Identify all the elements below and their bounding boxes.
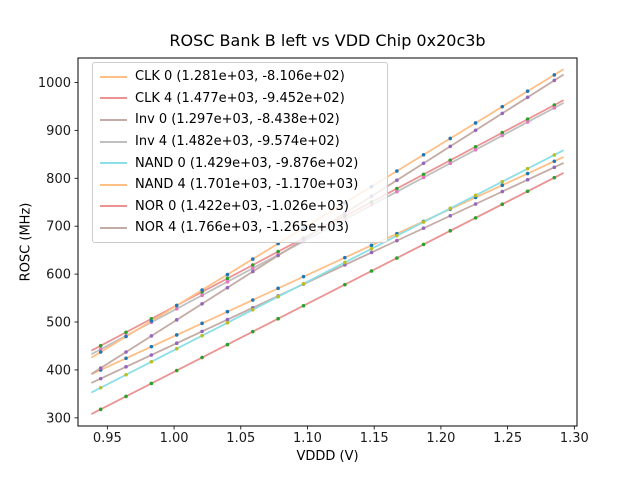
svg-text:1.00: 1.00 xyxy=(160,431,189,446)
legend-label: NAND 4 (1.701e+03, -1.170e+03) xyxy=(135,177,359,193)
legend-item: NOR 4 (1.766e+03, -1.265e+03) xyxy=(100,217,381,239)
svg-text:1.25: 1.25 xyxy=(493,431,522,446)
legend-item: CLK 4 (1.477e+03, -9.452e+02) xyxy=(100,88,381,110)
legend-label: NOR 0 (1.422e+03, -1.026e+03) xyxy=(135,198,349,214)
x-axis-label: VDDD (V) xyxy=(296,449,359,464)
legend-item: CLK 0 (1.281e+03, -8.106e+02) xyxy=(100,66,381,88)
svg-text:300: 300 xyxy=(46,411,71,426)
legend-line-swatch xyxy=(100,118,127,121)
legend-label: NOR 4 (1.766e+03, -1.265e+03) xyxy=(135,220,349,236)
legend-item: Inv 4 (1.482e+03, -9.574e+02) xyxy=(100,131,381,153)
legend-line-swatch xyxy=(100,205,127,208)
svg-text:900: 900 xyxy=(46,124,71,139)
legend-label: Inv 4 (1.482e+03, -9.574e+02) xyxy=(135,134,340,150)
legend-line-swatch xyxy=(100,183,127,186)
legend-line-swatch xyxy=(100,75,127,78)
svg-text:1.30: 1.30 xyxy=(560,431,589,446)
legend-item: NOR 0 (1.422e+03, -1.026e+03) xyxy=(100,196,381,218)
legend-label: NAND 0 (1.429e+03, -9.876e+02) xyxy=(135,155,359,171)
svg-text:700: 700 xyxy=(46,220,71,235)
svg-text:400: 400 xyxy=(46,363,71,378)
legend-label: CLK 0 (1.281e+03, -8.106e+02) xyxy=(135,69,345,85)
svg-text:1.15: 1.15 xyxy=(360,431,389,446)
svg-text:800: 800 xyxy=(46,172,71,187)
svg-text:0.95: 0.95 xyxy=(93,431,122,446)
legend: CLK 0 (1.281e+03, -8.106e+02) CLK 4 (1.4… xyxy=(92,62,388,243)
svg-text:1.10: 1.10 xyxy=(293,431,322,446)
legend-line-swatch xyxy=(100,97,127,100)
legend-item: Inv 0 (1.297e+03, -8.438e+02) xyxy=(100,109,381,131)
legend-label: CLK 4 (1.477e+03, -9.452e+02) xyxy=(135,90,345,106)
legend-line-swatch xyxy=(100,226,127,229)
legend-line-swatch xyxy=(100,140,127,143)
legend-label: Inv 0 (1.297e+03, -8.438e+02) xyxy=(135,112,340,128)
legend-line-swatch xyxy=(100,162,127,165)
svg-text:600: 600 xyxy=(46,268,71,283)
svg-text:1.05: 1.05 xyxy=(226,431,255,446)
svg-text:1000: 1000 xyxy=(38,76,71,91)
legend-item: NAND 4 (1.701e+03, -1.170e+03) xyxy=(100,174,381,196)
chart-title: ROSC Bank B left vs VDD Chip 0x20c3b xyxy=(169,31,486,50)
svg-text:500: 500 xyxy=(46,316,71,331)
svg-text:1.20: 1.20 xyxy=(426,431,455,446)
legend-item: NAND 0 (1.429e+03, -9.876e+02) xyxy=(100,152,381,174)
